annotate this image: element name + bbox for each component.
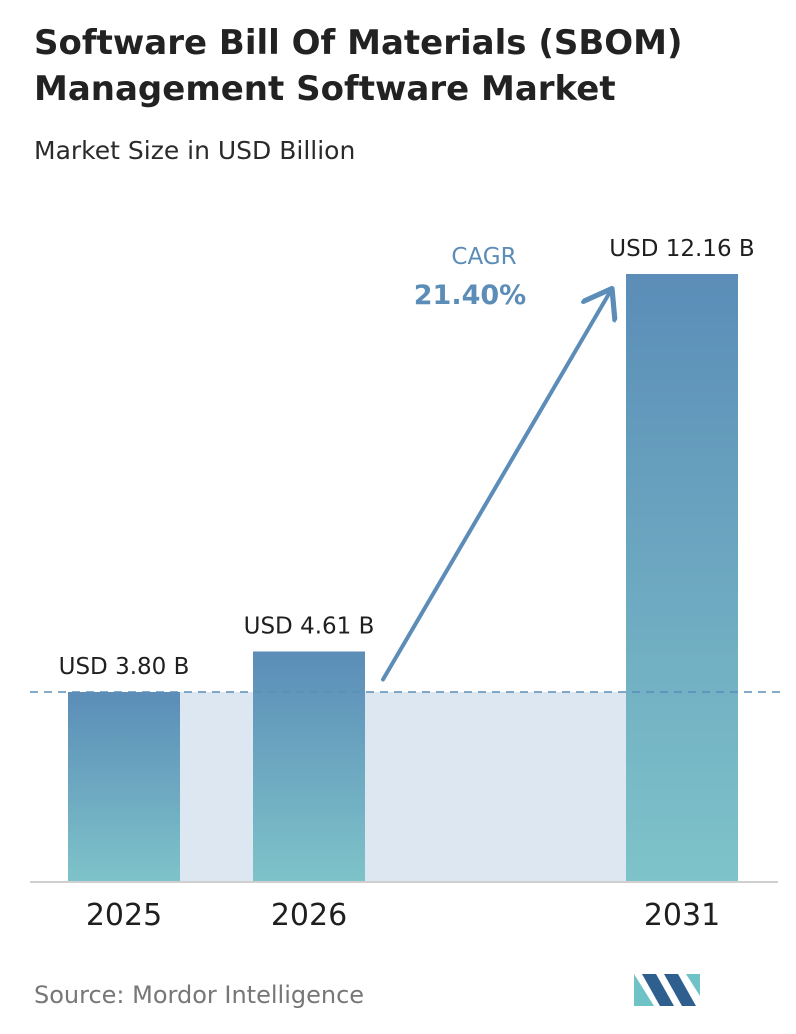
bar-2031 [626,274,738,882]
chart-title: Software Bill Of Materials (SBOM) Manage… [34,23,683,109]
x-tick-label-2031: 2031 [644,898,720,933]
logo-shape-mid [642,974,674,1006]
cagr-label: CAGR [451,244,516,270]
chart-subtitle: Market Size in USD Billion [34,136,356,165]
bar-2025 [68,692,180,882]
x-tick-label-2026: 2026 [271,898,347,933]
x-tick-label-2025: 2025 [86,898,162,933]
bar-chart: USD 3.80 B USD 4.61 B USD 12.16 B 2025 2026 2… [30,236,780,933]
bar-2026 [253,651,365,882]
cagr-arrow [381,292,610,682]
source-note: Source: Mordor Intelligence [34,981,365,1009]
mordor-intelligence-logo [634,974,700,1006]
value-label-2026: USD 4.61 B [244,614,375,640]
value-label-2031: USD 12.16 B [609,236,754,262]
value-label-2025: USD 3.80 B [59,654,190,680]
logo-shape-left [634,974,654,1006]
cagr-value: 21.40% [414,280,526,311]
logo-shape-mid-2 [664,974,696,1006]
logo-shape-right [686,974,700,996]
